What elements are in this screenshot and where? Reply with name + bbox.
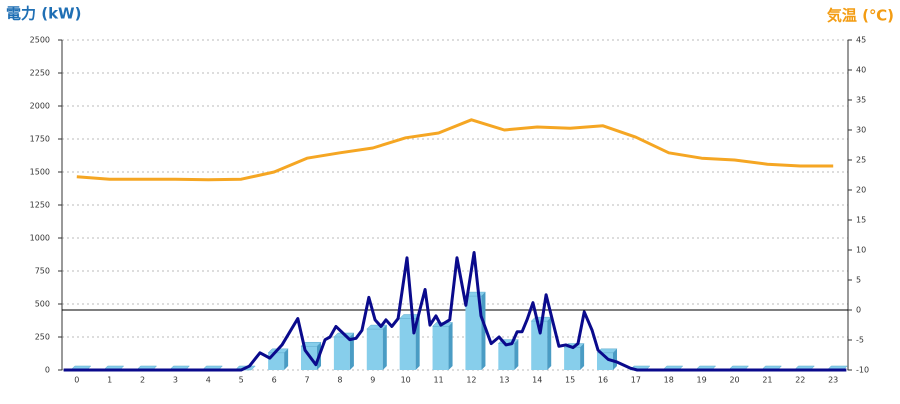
x-tick-label: 23 [828,376,838,385]
x-tick-label: 20 [729,376,739,385]
x-tick-label: 11 [433,376,443,385]
y2-tick-label: -5 [856,336,864,345]
x-tick-label: 13 [499,376,509,385]
y2-tick-label: 15 [856,216,866,225]
y2-tick-label: 45 [856,36,866,45]
y-tick-label: 0 [45,366,50,375]
line [76,118,834,182]
x-tick-label: 18 [664,376,674,385]
y-tick-label: 2500 [30,36,50,45]
y-tick-label: 1250 [30,201,50,210]
x-tick-label: 21 [762,376,772,385]
x-tick-label: 15 [565,376,575,385]
bar [564,347,581,370]
bar [596,352,613,370]
x-tick-label: 19 [697,376,707,385]
y2-tick-label: 10 [856,246,866,255]
line [63,251,847,372]
x-tick-label: 2 [140,376,145,385]
x-tick-label: 9 [370,376,375,385]
bar-side [415,314,420,370]
bar [366,329,383,370]
x-tick-label: 4 [206,376,211,385]
y2-tick-label: 40 [856,66,866,75]
bar-side [612,348,617,370]
x-tick-label: 7 [304,376,309,385]
y2-tick-label: 5 [856,276,861,285]
bar-side [448,322,453,370]
bar-side [382,325,387,370]
bar [498,343,515,370]
bar-side [481,292,486,370]
x-tick-label: 16 [598,376,608,385]
y-tick-label: 1000 [30,234,50,243]
bar-side [349,333,354,370]
x-tick-label: 5 [239,376,244,385]
right-axis-title: 気温 (℃) [827,7,894,25]
y-tick-label: 750 [35,267,50,276]
left-axis-title: 電力 (kW) [6,5,81,23]
x-tick-label: 0 [74,376,79,385]
x-tick-label: 17 [631,376,641,385]
y2-tick-label: -10 [856,366,869,375]
bar [465,296,482,370]
bar-side [514,339,519,370]
x-tick-label: 14 [532,376,542,385]
y2-tick-label: 25 [856,156,866,165]
y-tick-label: 2250 [30,69,50,78]
y-tick-label: 2000 [30,102,50,111]
y-tick-label: 1750 [30,135,50,144]
y2-tick-label: 20 [856,186,866,195]
bar [399,318,416,370]
y2-tick-label: 0 [856,306,861,315]
x-tick-label: 8 [337,376,342,385]
bar [531,321,548,370]
y-tick-label: 1500 [30,168,50,177]
bar-side [284,348,289,370]
y-tick-label: 250 [35,333,50,342]
x-tick-label: 3 [173,376,178,385]
x-tick-label: 1 [107,376,112,385]
x-tick-label: 22 [795,376,805,385]
y-tick-label: 500 [35,300,50,309]
bar-side [547,317,552,370]
bar [333,337,350,370]
x-tick-label: 12 [466,376,476,385]
bar-side [580,343,585,370]
y2-tick-label: 30 [856,126,866,135]
x-tick-label: 6 [272,376,277,385]
y2-tick-label: 35 [856,96,866,105]
bar [432,326,449,370]
x-tick-label: 10 [401,376,411,385]
